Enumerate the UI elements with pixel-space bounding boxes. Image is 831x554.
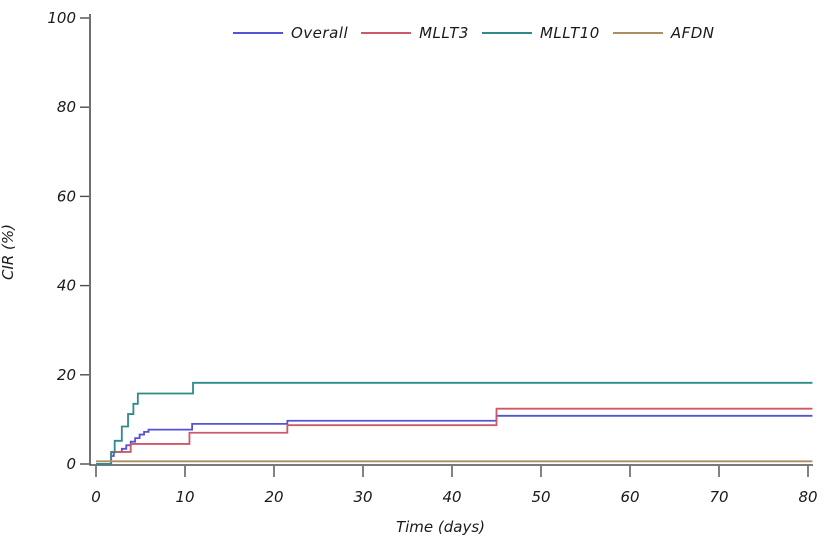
y-tick-label: 80 <box>57 98 76 116</box>
legend: Overall MLLT3 MLLT10 AFDN <box>233 24 715 42</box>
y-tick-label: 60 <box>57 187 76 205</box>
legend-item-overall: Overall <box>233 24 348 42</box>
x-tick-label: 30 <box>353 488 372 506</box>
legend-item-mllt10: MLLT10 <box>481 24 600 42</box>
legend-item-mllt3: MLLT3 <box>361 24 469 42</box>
legend-label-afdn: AFDN <box>670 24 715 42</box>
axes-spine <box>89 14 813 466</box>
legend-line-overall-icon <box>233 32 283 34</box>
legend-line-mllt10-icon <box>481 32 532 34</box>
x-tick-label: 70 <box>709 488 728 506</box>
x-axis-title-text: Time (days) <box>395 518 486 536</box>
y-tick-label: 40 <box>57 277 76 295</box>
x-tick-label: 10 <box>175 488 194 506</box>
legend-label-overall: Overall <box>291 24 349 42</box>
y-axis-title: CIR (%) <box>0 223 17 281</box>
x-tick-label: 50 <box>531 488 550 506</box>
legend-label-mllt3: MLLT3 <box>419 24 469 42</box>
y-tick-label: 20 <box>57 366 76 384</box>
legend-line-afdn-icon <box>612 32 663 34</box>
x-tick-label: 20 <box>264 488 283 506</box>
series-mllt3-line <box>96 407 813 465</box>
y-tick-label: 0 <box>66 455 76 473</box>
x-tick-label: 0 <box>91 488 101 506</box>
x-tick-label: 40 <box>442 488 461 506</box>
series-overall-line <box>96 414 813 465</box>
x-tick-label: 60 <box>620 488 639 506</box>
legend-line-mllt3-icon <box>361 32 412 34</box>
y-tick-label: 100 <box>47 9 76 27</box>
x-axis-title: Time (days) <box>0 518 831 536</box>
legend-item-afdn: AFDN <box>612 24 715 42</box>
legend-label-mllt10: MLLT10 <box>539 24 600 42</box>
series-mllt10-line <box>96 381 813 465</box>
x-tick-label: 80 <box>798 488 817 506</box>
